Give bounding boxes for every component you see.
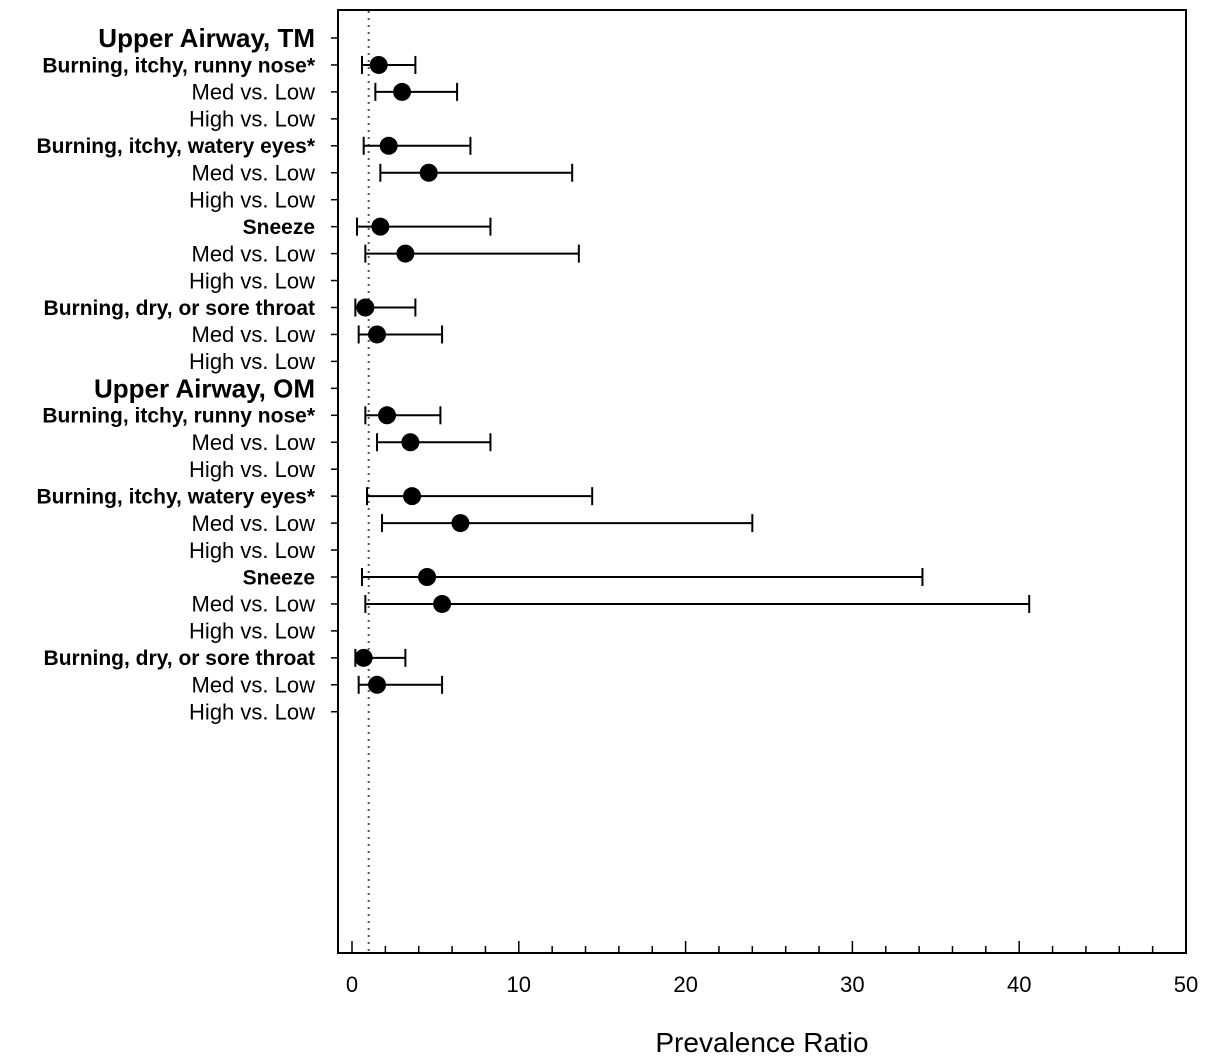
- x-axis-title: Prevalence Ratio: [655, 1027, 868, 1057]
- row-label: High vs. Low: [189, 268, 315, 293]
- x-tick-label: 50: [1174, 972, 1198, 997]
- estimate-point: [371, 217, 390, 236]
- estimate-point: [396, 244, 415, 263]
- estimate-point: [419, 163, 438, 182]
- x-tick-label: 30: [840, 972, 864, 997]
- estimate-point: [368, 325, 387, 344]
- row-label: High vs. Low: [189, 187, 315, 212]
- estimate-point: [354, 648, 373, 667]
- row-label: High vs. Low: [189, 457, 315, 482]
- estimate-point: [393, 82, 412, 101]
- x-tick-label: 20: [673, 972, 697, 997]
- estimate-point: [418, 568, 437, 586]
- row-label: Med vs. Low: [192, 430, 316, 455]
- row-label: Sneeze: [243, 566, 315, 589]
- row-label: High vs. Low: [189, 619, 315, 644]
- row-label: High vs. Low: [189, 699, 315, 724]
- row-label: Upper Airway, TM: [98, 23, 315, 53]
- estimate-point: [378, 406, 397, 425]
- row-label: Med vs. Low: [192, 511, 316, 536]
- row-label: Med vs. Low: [192, 673, 316, 698]
- row-label: High vs. Low: [189, 107, 315, 132]
- estimate-point: [401, 433, 420, 452]
- row-label: Med vs. Low: [192, 592, 316, 617]
- x-tick-label: 0: [346, 972, 358, 997]
- row-label: Burning, dry, or sore throat: [44, 647, 315, 670]
- row-label: Med vs. Low: [192, 322, 316, 347]
- y-ticks: [331, 37, 338, 713]
- row-label: High vs. Low: [189, 538, 315, 563]
- row-label: Sneeze: [243, 216, 315, 239]
- row-label: Upper Airway, OM: [94, 373, 315, 403]
- estimate-point: [451, 514, 470, 533]
- x-axis: 0 10 20 30 40 50: [346, 941, 1198, 997]
- data-marks: [354, 55, 1031, 694]
- x-tick-label: 40: [1007, 972, 1031, 997]
- row-label: Burning, itchy, runny nose*: [42, 405, 315, 428]
- row-label: Burning, itchy, runny nose*: [42, 54, 315, 77]
- row-label: Med vs. Low: [192, 80, 316, 105]
- estimate-point: [368, 675, 387, 694]
- estimate-point: [369, 55, 388, 74]
- row-label: Burning, itchy, watery eyes*: [36, 135, 315, 158]
- estimate-point: [433, 594, 452, 613]
- x-tick-label: 10: [507, 972, 531, 997]
- plot-frame: [337, 9, 1187, 954]
- row-label: Burning, dry, or sore throat: [44, 297, 315, 320]
- estimate-point: [379, 136, 398, 155]
- estimate-point: [356, 298, 375, 317]
- row-label: Med vs. Low: [192, 160, 316, 185]
- row-label: Med vs. Low: [192, 241, 316, 266]
- row-label: Burning, itchy, watery eyes*: [36, 486, 315, 509]
- estimate-point: [403, 487, 422, 506]
- row-label: High vs. Low: [189, 349, 315, 374]
